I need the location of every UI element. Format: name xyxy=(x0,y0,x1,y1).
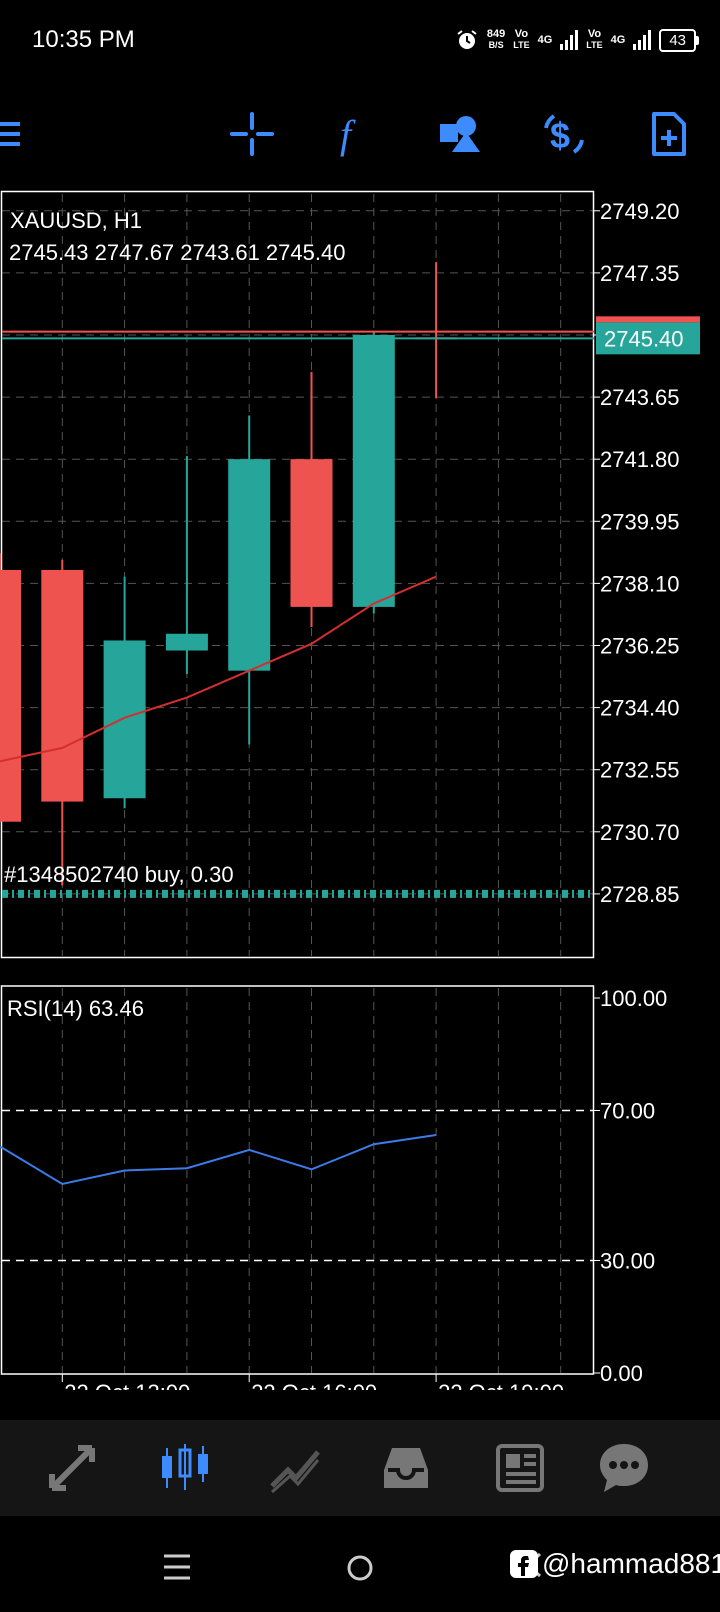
quotes-icon[interactable] xyxy=(44,1440,100,1496)
volte-1: Vo LTE xyxy=(513,28,530,51)
trade-icon[interactable]: $ xyxy=(540,110,588,158)
svg-text:$: $ xyxy=(550,115,570,156)
rsi-label: RSI(14) 63.46 xyxy=(7,996,144,1021)
symbol-timeframe: XAUUSD, H1 xyxy=(10,208,142,233)
crosshair-icon[interactable] xyxy=(228,110,276,158)
price-axis-label: 2741.80 xyxy=(600,447,680,472)
objects-icon[interactable] xyxy=(436,110,484,158)
price-axis-label: 2736.25 xyxy=(600,633,680,658)
moving-average-line xyxy=(0,575,437,763)
price-axis-label: 2743.65 xyxy=(600,385,680,410)
rsi-axis-label: 0.00 xyxy=(600,1361,643,1386)
current-price-tag xyxy=(596,322,700,355)
candle-body xyxy=(352,334,395,607)
facebook-icon xyxy=(510,1550,538,1578)
network-gen-1: 4G xyxy=(537,33,553,46)
bid-price-tag xyxy=(596,316,700,323)
svg-text:f: f xyxy=(340,112,356,157)
order-label: #1348502740 buy, 0.30 xyxy=(4,862,234,887)
rsi-panel-border xyxy=(0,985,595,1375)
price-axis-label: 2738.10 xyxy=(600,571,680,596)
volte-2: Vo LTE xyxy=(586,28,603,51)
candle-body xyxy=(41,569,84,802)
rsi-line xyxy=(0,1134,437,1186)
history-icon[interactable] xyxy=(378,1440,434,1496)
price-axis-label: 2728.85 xyxy=(600,882,680,907)
status-icons: 849 B/S Vo LTE 4G Vo LTE 4G 43 xyxy=(455,22,699,58)
recent-apps-icon[interactable] xyxy=(162,1552,192,1582)
time-axis-label: 22 Oct 19:00 xyxy=(438,1380,564,1390)
price-axis: 2749.202747.352745.502743.652741.802739.… xyxy=(594,199,680,907)
rsi-axis-label: 100.00 xyxy=(600,986,667,1011)
rsi-axis: 100.00 70.00 30.00 0.00 xyxy=(2,986,667,1386)
candle-body xyxy=(290,459,333,607)
home-icon[interactable] xyxy=(346,1554,374,1582)
menu-icon[interactable] xyxy=(0,110,48,158)
watermark: @hammad881 xyxy=(510,1548,720,1580)
trade-icon[interactable] xyxy=(268,1440,324,1496)
watermark-text: @hammad881 xyxy=(542,1548,720,1579)
new-order-icon[interactable] xyxy=(644,110,692,158)
function-icon[interactable]: f xyxy=(330,110,378,158)
system-navigation-bar xyxy=(0,1516,720,1612)
news-icon[interactable] xyxy=(492,1440,548,1496)
battery-indicator: 43 xyxy=(659,28,699,52)
chart-icon[interactable] xyxy=(158,1440,214,1496)
chart-grid xyxy=(2,194,594,1373)
ohlc-values: 2745.43 2747.67 2743.61 2745.40 xyxy=(9,240,345,265)
current-price-label: 2745.40 xyxy=(604,326,684,351)
price-axis-label: 2734.40 xyxy=(600,696,680,721)
alarm-icon xyxy=(457,30,477,49)
candle-body xyxy=(165,633,208,651)
time-axis: 22 Oct 13:00 22 Oct 16:00 22 Oct 19:00 xyxy=(61,1374,564,1390)
time-axis-label: 22 Oct 16:00 xyxy=(251,1380,377,1390)
network-gen-2: 4G xyxy=(610,33,626,46)
candles xyxy=(0,262,458,886)
candle-body xyxy=(228,459,271,671)
bottom-navigation xyxy=(0,1420,720,1516)
price-axis-label: 2749.20 xyxy=(600,199,680,224)
price-axis-label: 2747.35 xyxy=(600,261,680,286)
network-speed: 849 B/S xyxy=(486,28,506,51)
messages-icon[interactable] xyxy=(596,1440,652,1496)
candle-body xyxy=(0,569,21,822)
price-axis-label: 2730.70 xyxy=(600,820,680,845)
time-axis-label: 22 Oct 13:00 xyxy=(64,1380,190,1390)
candle-body xyxy=(103,640,146,799)
status-bar: 10:35 PM 849 B/S Vo LTE 4G Vo LTE 4G 43 xyxy=(0,0,720,80)
price-axis-label: 2732.55 xyxy=(600,758,680,783)
price-axis-label: 2739.95 xyxy=(600,509,680,534)
status-time: 10:35 PM xyxy=(32,26,135,53)
signal-icon xyxy=(560,30,579,50)
signal-icon-2 xyxy=(633,30,652,50)
rsi-axis-label: 30.00 xyxy=(600,1249,655,1274)
price-chart[interactable]: XAUUSD, H1 2745.43 2747.67 2743.61 2745.… xyxy=(0,190,720,1390)
rsi-axis-label: 70.00 xyxy=(600,1099,655,1124)
